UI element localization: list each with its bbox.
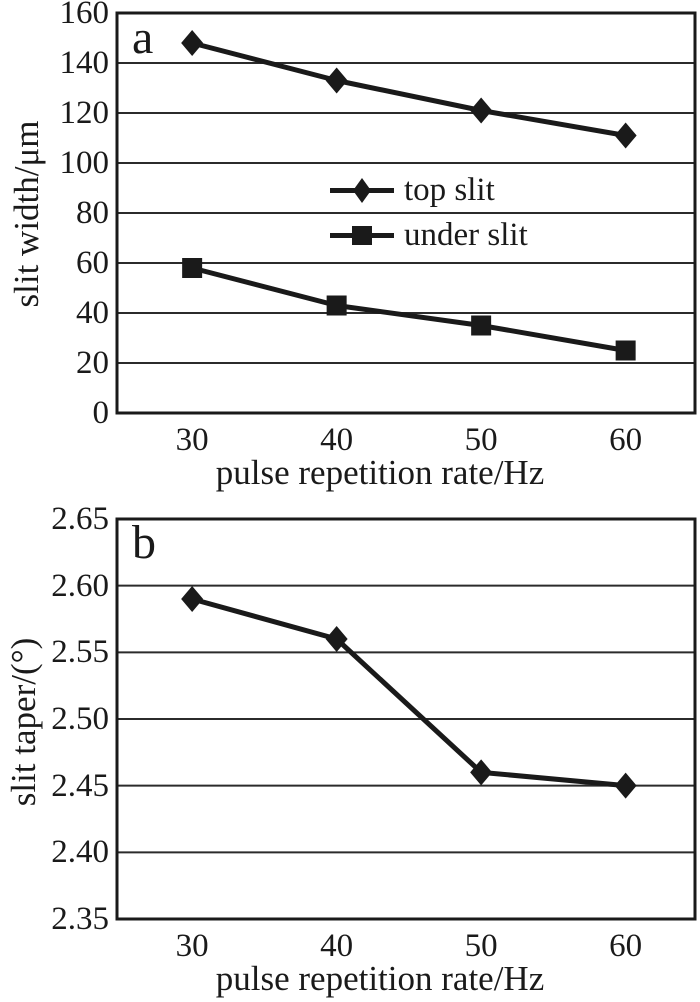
y-tick-label: 20 — [76, 345, 109, 381]
series-line-main — [189, 596, 629, 789]
plot-area-b — [115, 517, 697, 921]
x-tick-label: 30 — [175, 422, 209, 458]
legend-label-top-slit: top slit — [404, 172, 495, 208]
plot-border — [115, 517, 697, 921]
y-tick-label: 60 — [76, 245, 109, 281]
x-tick-label: 50 — [464, 928, 498, 964]
diamond-marker — [325, 626, 348, 652]
plot-border — [115, 11, 697, 415]
square-marker-icon — [330, 213, 394, 258]
diamond-marker — [325, 67, 348, 94]
square-marker — [182, 258, 203, 278]
x-tick-label: 50 — [464, 422, 498, 458]
x-tick-label: 30 — [175, 928, 209, 964]
square-marker — [615, 340, 636, 361]
legend-item-under-slit: under slit — [330, 213, 528, 258]
diamond-marker — [614, 772, 637, 799]
square-marker — [471, 315, 492, 336]
panel-label-a: a — [132, 11, 154, 64]
y-tick-label: 2.65 — [51, 501, 109, 537]
x-tick-label: 60 — [609, 422, 643, 458]
series-line-under-slit — [189, 265, 629, 353]
series-line-top-slit — [189, 40, 629, 138]
diamond-marker-icon — [330, 168, 394, 213]
panel-label-b: b — [132, 516, 156, 569]
y-tick-label: 2.55 — [51, 634, 109, 671]
square-marker — [326, 295, 347, 316]
y-tick-label: 140 — [59, 45, 110, 81]
diamond-marker — [181, 30, 204, 56]
legend: top slit under slit — [330, 168, 528, 258]
y-tick-label: 100 — [59, 145, 110, 181]
y-tick-label: 2.60 — [51, 567, 109, 604]
y-tick-label: 2.35 — [51, 901, 109, 937]
y-tick-label: 2.50 — [51, 701, 109, 737]
legend-item-top-slit: top slit — [330, 168, 528, 213]
x-tick-label: 40 — [320, 928, 354, 964]
y-tick-label: 80 — [76, 195, 109, 231]
y-tick-label: 40 — [76, 295, 109, 331]
diamond-marker — [181, 586, 204, 612]
y-tick-label: 0 — [92, 395, 110, 431]
plot-area-a — [115, 11, 697, 415]
x-tick-label: 40 — [320, 422, 354, 458]
diamond-marker — [614, 122, 637, 149]
y-tick-label: 2.40 — [51, 834, 109, 871]
y-tick-label: 120 — [59, 95, 110, 131]
x-tick-label: 60 — [609, 928, 643, 964]
y-tick-label: 160 — [59, 0, 110, 31]
diamond-marker — [470, 97, 493, 124]
x-axis-title-a: pulse repetition rate/Hz — [215, 453, 545, 492]
x-axis-title-b: pulse repetition rate/Hz — [215, 959, 545, 998]
y-tick-label: 2.45 — [51, 767, 109, 804]
legend-label-under-slit: under slit — [404, 217, 528, 253]
